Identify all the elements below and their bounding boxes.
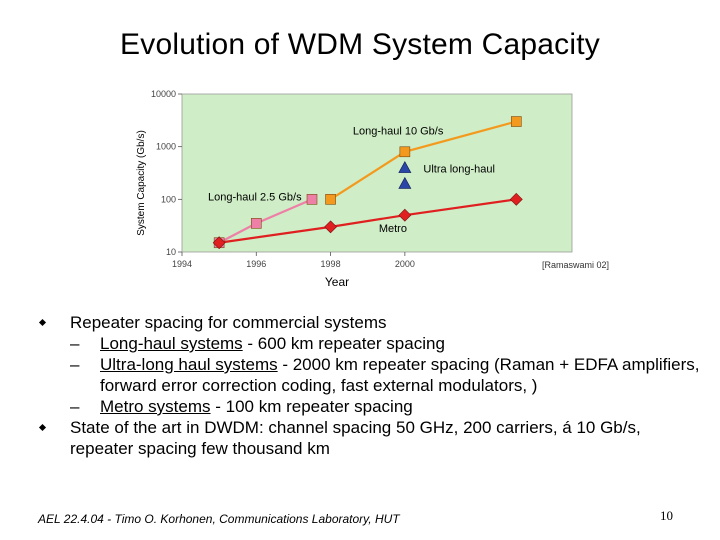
x-axis-label: Year xyxy=(325,275,349,289)
data-point-diamond xyxy=(509,192,523,206)
footer-text: AEL 22.4.04 - Timo O. Korhonen, Communic… xyxy=(38,512,400,526)
label-ultra-long-haul: Ultra long-haul xyxy=(423,164,495,176)
x-tick-label: 1996 xyxy=(246,259,266,269)
sub-bullet-text: - 100 km repeater spacing xyxy=(210,397,413,416)
sub-bullet-ultra-long-haul: – Ultra-long haul systems - 2000 km repe… xyxy=(30,354,700,396)
series-line xyxy=(218,198,517,244)
sub-bullet-text: - 2000 km repeater spacing (Raman + EDFA… xyxy=(100,355,700,395)
bullet-marker xyxy=(38,318,47,327)
sub-bullet-text: - 600 km repeater spacing xyxy=(242,334,445,353)
sub-bullet-metro: – Metro systems - 100 km repeater spacin… xyxy=(30,396,700,417)
ultra-long-haul-link[interactable]: Ultra-long haul systems xyxy=(100,355,278,374)
plot-area xyxy=(181,93,573,253)
dash-marker: – xyxy=(70,397,80,416)
y-tick-label: 10000 xyxy=(151,89,176,99)
dash-marker: – xyxy=(70,334,80,353)
bullet-text: State of the art in DWDM: channel spacin… xyxy=(70,418,641,458)
y-tick-label: 1000 xyxy=(156,142,176,152)
label-long-haul-2-5g: Long-haul 2.5 Gb/s xyxy=(208,192,302,204)
bullet-list: Repeater spacing for commercial systems … xyxy=(30,312,700,459)
sub-bullet-long-haul: – Long-haul systems - 600 km repeater sp… xyxy=(30,333,700,354)
y-tick-label: 10 xyxy=(166,247,176,257)
data-point-triangle xyxy=(398,160,412,173)
data-point-square xyxy=(250,218,262,229)
y-axis-label: System Capacity (Gb/s) xyxy=(136,130,147,236)
data-point-diamond xyxy=(398,208,412,222)
data-point-square xyxy=(306,194,318,205)
y-tick-label: 100 xyxy=(161,194,176,204)
data-point-triangle xyxy=(398,176,412,189)
data-point-square xyxy=(325,194,336,205)
slide-title: Evolution of WDM System Capacity xyxy=(120,28,600,61)
long-haul-link[interactable]: Long-haul systems xyxy=(100,334,243,353)
bullet-marker xyxy=(38,423,47,432)
bullet-repeater: Repeater spacing for commercial systems xyxy=(30,312,700,333)
label-long-haul-10g: Long-haul 10 Gb/s xyxy=(353,126,444,138)
capacity-chart: 10 100 1000 10000 1994 1996 1998 2000 Year System… xyxy=(136,89,609,289)
metro-link[interactable]: Metro systems xyxy=(100,397,211,416)
label-metro: Metro xyxy=(379,223,407,235)
x-tick-label: 1998 xyxy=(321,259,341,269)
x-tick-label: 2000 xyxy=(395,259,415,269)
dash-marker: – xyxy=(70,355,80,374)
data-point-square xyxy=(510,116,522,127)
data-point-square xyxy=(399,146,411,158)
bullet-text: Repeater spacing for commercial systems xyxy=(70,313,387,332)
bullet-state-of-art: State of the art in DWDM: channel spacin… xyxy=(30,417,700,459)
page-number: 10 xyxy=(660,508,673,523)
source-note: [Ramaswami 02] xyxy=(542,260,609,270)
x-tick-label: 1994 xyxy=(172,259,192,269)
data-point-diamond xyxy=(212,236,226,250)
data-point-diamond xyxy=(324,220,337,234)
